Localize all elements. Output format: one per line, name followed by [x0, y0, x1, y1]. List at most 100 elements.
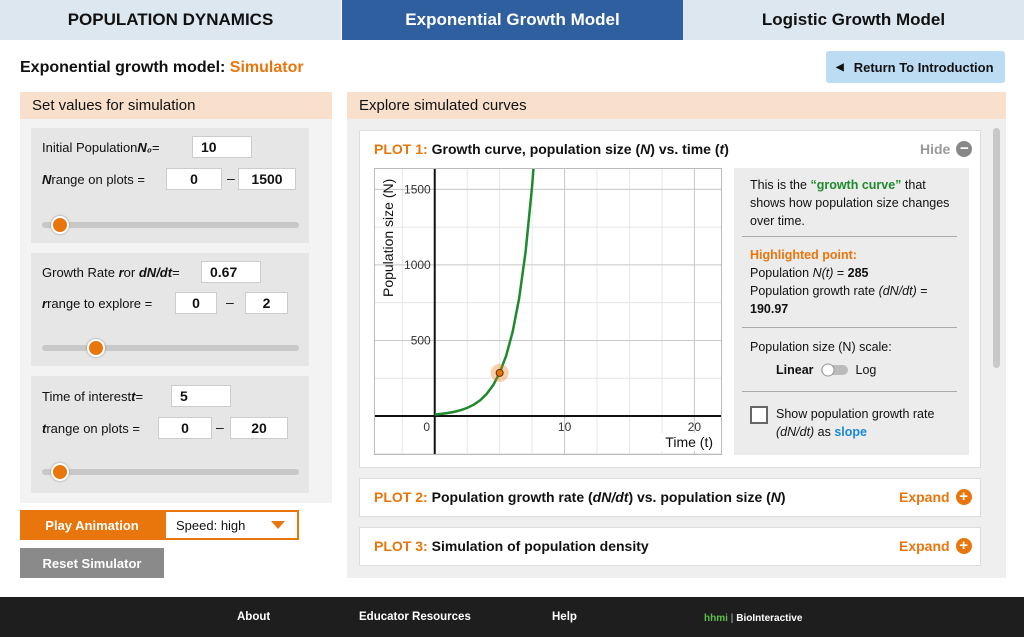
- info-highlight: “growth curve”: [810, 178, 902, 192]
- label-text: range to explore =: [47, 295, 153, 311]
- tab[interactable]: POPULATION DYNAMICS: [0, 0, 341, 40]
- info-text: =: [833, 266, 848, 280]
- label-text: Time of interest: [42, 388, 132, 404]
- title-text: ) vs. population size (: [628, 489, 771, 505]
- input[interactable]: 0.67: [201, 261, 261, 283]
- logo-separator: |: [730, 613, 734, 624]
- plot-card[interactable]: [359, 478, 981, 517]
- scrollbar[interactable]: [993, 128, 1000, 368]
- divider: [742, 391, 957, 392]
- toggle-on: Linear: [776, 363, 814, 377]
- checkbox-label: Show population growth rate (dN/dt) as s…: [776, 405, 966, 441]
- plot-card[interactable]: [359, 527, 981, 566]
- plot-number: PLOT 2:: [374, 489, 428, 505]
- label-text: range on plots =: [51, 171, 145, 187]
- input[interactable]: 2: [245, 292, 288, 314]
- page-heading: Exponential growth model: Simulator: [20, 59, 304, 77]
- scale-toggle[interactable]: Linear Log: [776, 361, 876, 379]
- label-symbol: r: [118, 264, 124, 280]
- label-text: or: [123, 264, 136, 280]
- x-tick-label: 10: [558, 420, 572, 434]
- x-axis-label: Time (t): [665, 434, 713, 450]
- footer: [0, 597, 1024, 637]
- input[interactable]: 1500: [238, 168, 296, 190]
- input[interactable]: 0: [175, 292, 217, 314]
- field-label: t range on plots =: [42, 417, 140, 439]
- y-tick-label: 1500: [404, 182, 431, 196]
- highlight-point: [495, 368, 504, 377]
- input[interactable]: 0: [158, 417, 212, 439]
- info-panel: [734, 168, 969, 455]
- play-button[interactable]: Play Animation: [20, 510, 164, 540]
- slider-track: [42, 222, 299, 228]
- expand-toggle[interactable]: Expand +: [899, 488, 972, 506]
- x-tick-label: 20: [688, 420, 702, 434]
- title-symbol: t: [719, 141, 725, 157]
- label-symbol: N₀: [137, 139, 152, 155]
- footer-link[interactable]: Educator Resources: [359, 611, 471, 623]
- slider-thumb[interactable]: [51, 463, 69, 481]
- divider: [742, 327, 957, 328]
- input[interactable]: 5: [171, 385, 231, 407]
- switch: [820, 363, 848, 377]
- tab[interactable]: Logistic Growth Model: [683, 0, 1024, 40]
- title-symbol: N: [640, 141, 651, 157]
- info-text: Population growth rate: [750, 284, 879, 298]
- tab[interactable]: Exponential Growth Model: [342, 0, 683, 40]
- label-symbol: N: [42, 171, 52, 187]
- range-separator: –: [226, 294, 234, 310]
- toggle-text: Hide: [920, 141, 951, 157]
- plot-number: PLOT 1:: [374, 141, 428, 157]
- hide-toggle[interactable]: Hide −: [920, 140, 973, 158]
- input[interactable]: 0: [166, 168, 222, 190]
- info-text: Show population growth rate: [776, 407, 938, 421]
- label-symbol: dN/dt: [138, 264, 173, 280]
- label-symbol: r: [42, 295, 48, 311]
- footer-link[interactable]: About: [237, 611, 271, 623]
- logo-text: hhmi: [704, 613, 728, 624]
- plot-title: PLOT 1: Growth curve, population size (N)…: [374, 140, 729, 158]
- y-tick-label: 1000: [404, 258, 431, 272]
- checkbox[interactable]: [750, 406, 768, 424]
- scale-label: Population size (N) scale:: [750, 340, 892, 354]
- heading-text: Explore simulated curves: [359, 97, 527, 114]
- info-value: 285: [847, 266, 869, 280]
- slider-thumb[interactable]: [51, 216, 69, 234]
- title-symbol: N: [770, 489, 781, 505]
- toggle-text: Expand: [899, 489, 950, 505]
- expand-toggle[interactable]: Expand +: [899, 537, 972, 555]
- footer-link[interactable]: Help: [552, 611, 577, 623]
- field-label: r range to explore =: [42, 292, 152, 314]
- title-text: ): [724, 141, 729, 157]
- panel-heading: Explore simulated curves: [347, 92, 1006, 119]
- slider-thumb[interactable]: [87, 339, 105, 357]
- return-button[interactable]: ◀ Return To Introduction: [826, 51, 1005, 83]
- reset-button[interactable]: Reset Simulator: [20, 548, 164, 578]
- input[interactable]: 10: [192, 136, 252, 158]
- label-symbol: t: [131, 388, 136, 404]
- field-label: Growth Rate r or dN/dt =: [42, 261, 180, 283]
- select-text: Speed: high: [176, 517, 246, 533]
- speed-select[interactable]: Speed: high: [164, 510, 299, 540]
- footer-logo[interactable]: hhmi | BioInteractive: [704, 613, 802, 624]
- info-text: Population: [750, 266, 813, 280]
- x-tick-label: 0: [423, 420, 430, 434]
- info-symbol: (dN/dt): [776, 425, 815, 439]
- info-symbol: N(t): [812, 266, 834, 280]
- minor-grid: [375, 169, 721, 454]
- plus-icon: +: [955, 538, 972, 554]
- slider-track: [42, 345, 299, 351]
- info-symbol: (dN/dt): [878, 284, 917, 298]
- label-text: Growth Rate: [42, 264, 115, 280]
- info-text: that shows how population size changes o…: [750, 178, 953, 228]
- minus-icon: −: [956, 141, 973, 157]
- y-tick-label: 500: [411, 333, 431, 347]
- title-symbol: dN/dt: [592, 489, 629, 505]
- plot-title: PLOT 2: Population growth rate (dN/dt) vs…: [374, 488, 786, 506]
- logo-text: BioInteractive: [736, 613, 803, 624]
- label-text: Initial Population: [42, 139, 138, 155]
- input[interactable]: 20: [230, 417, 288, 439]
- title-text: ): [780, 489, 786, 505]
